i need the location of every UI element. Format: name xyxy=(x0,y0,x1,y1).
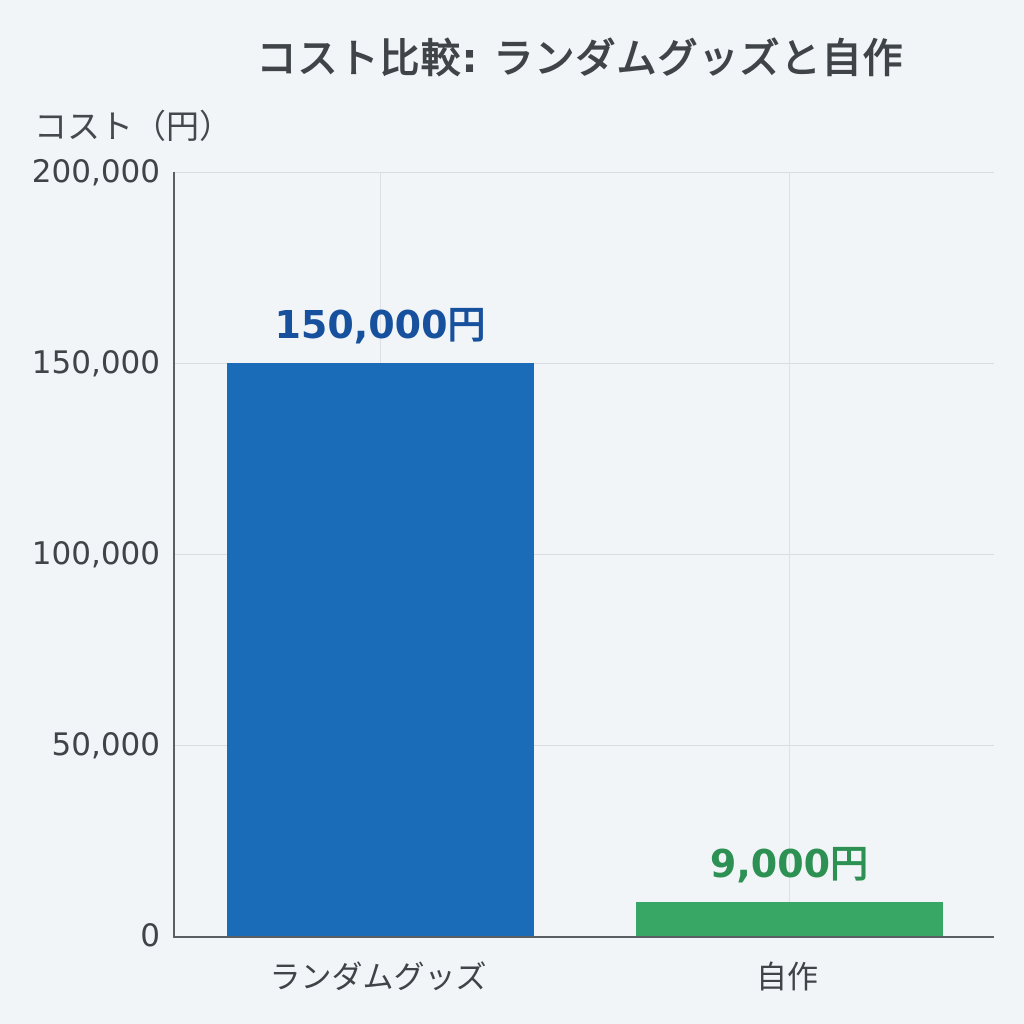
bar-value-label: 150,000円 xyxy=(274,303,486,347)
bar-value-label: 9,000円 xyxy=(709,842,869,886)
y-tick-label: 50,000 xyxy=(51,727,160,763)
plot-area: 150,000円 9,000円 xyxy=(173,172,994,938)
y-tick-label: 0 xyxy=(140,918,160,954)
x-category-label: 自作 xyxy=(756,960,818,996)
gridline-horizontal xyxy=(175,554,994,555)
y-tick-label: 200,000 xyxy=(31,154,160,190)
x-axis: ランダムグッズ 自作 xyxy=(173,952,992,1002)
y-axis-label: コスト（円） xyxy=(34,107,232,146)
gridline-horizontal xyxy=(175,745,994,746)
y-tick-label: 150,000 xyxy=(31,345,160,381)
y-axis: 0 50,000 100,000 150,000 200,000 xyxy=(0,0,160,1024)
x-category-label: ランダムグッズ xyxy=(269,960,487,996)
gridline-horizontal xyxy=(175,172,994,173)
chart-title: コスト比較: ランダムグッズと自作 xyxy=(256,36,904,82)
bar xyxy=(226,363,534,936)
y-tick-label: 100,000 xyxy=(31,536,160,572)
bar xyxy=(635,902,943,936)
gridline-horizontal xyxy=(175,363,994,364)
gridline-vertical xyxy=(789,172,790,936)
